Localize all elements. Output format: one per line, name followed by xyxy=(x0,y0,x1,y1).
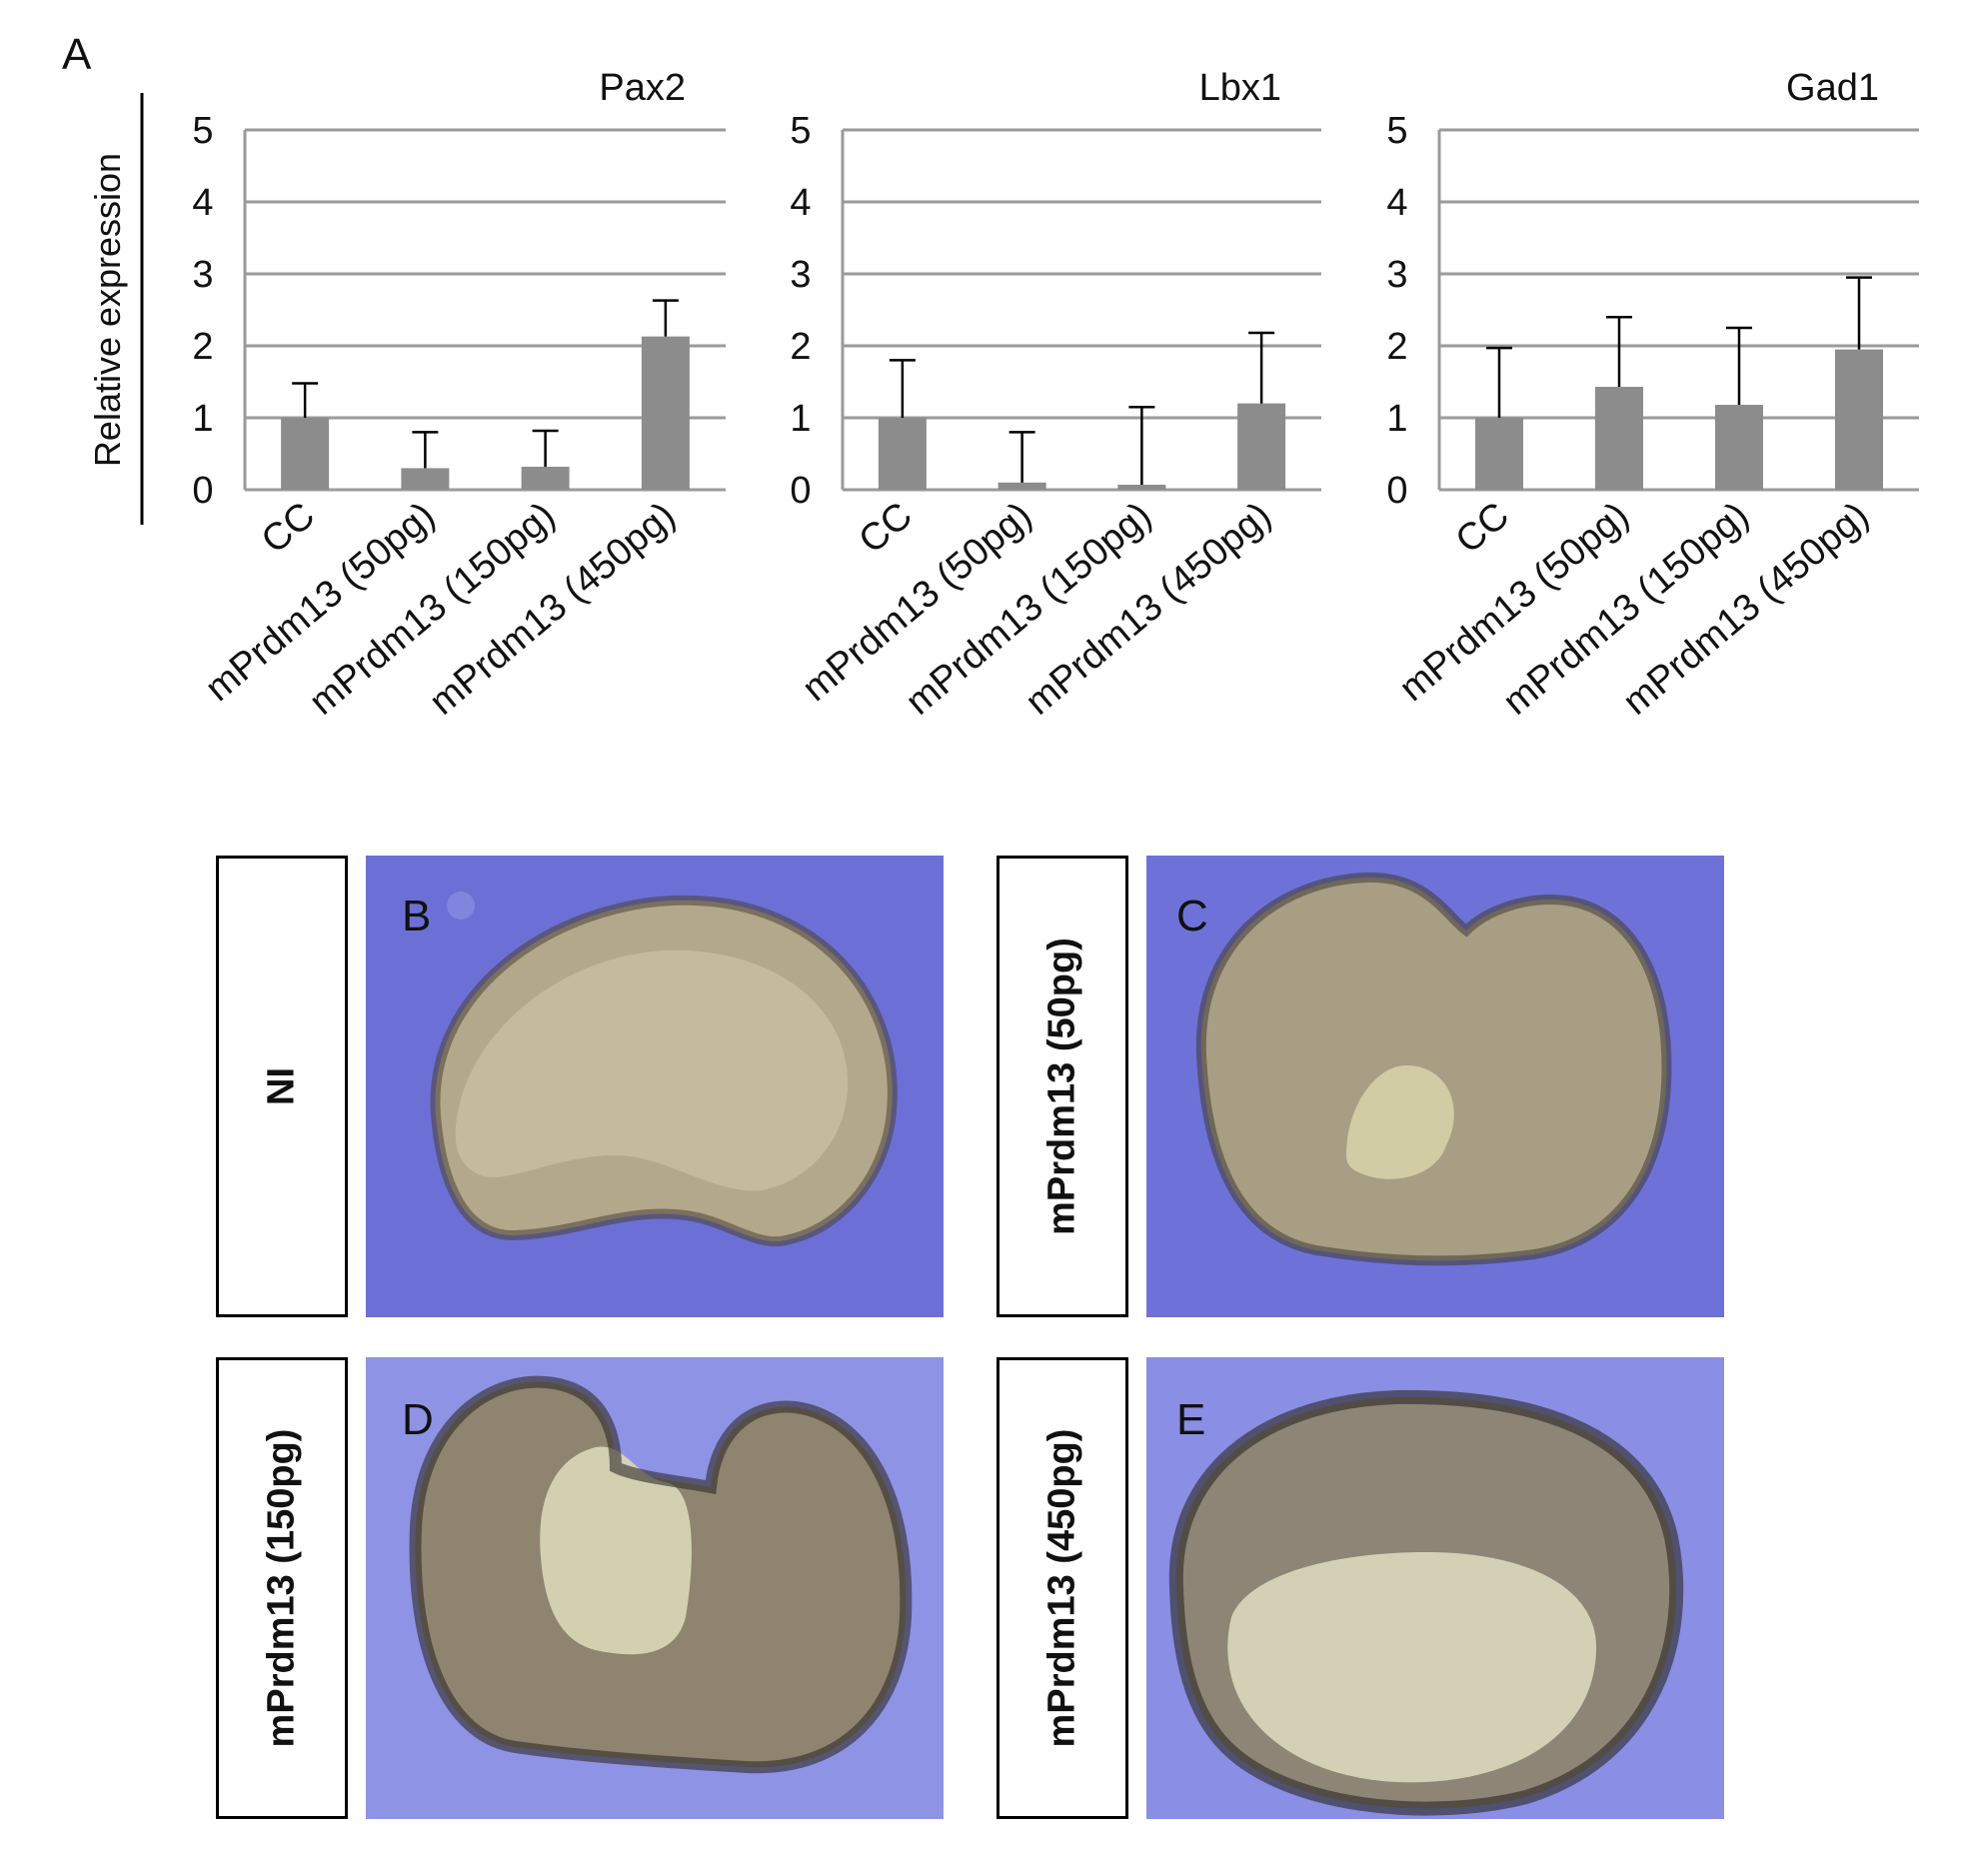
chart-1-ytick-0: 0 xyxy=(790,470,811,512)
condition-box-e: mPrdm13 (450pg) xyxy=(996,1357,1128,1819)
chart-1-title: Lbx1 xyxy=(1199,67,1281,109)
condition-label-c: mPrdm13 (50pg) xyxy=(1040,937,1083,1235)
chart-2-bar-1 xyxy=(1595,387,1643,490)
y-axis-label: Relative expression xyxy=(87,153,128,467)
bar-charts: Relative expression 012345Pax2CCmPrdm13 … xyxy=(87,67,1919,724)
chart-0-ytick-4: 4 xyxy=(192,182,213,224)
chart-0-ytick-1: 1 xyxy=(192,398,213,440)
chart-2-ytick-3: 3 xyxy=(1386,254,1407,296)
chart-1-bar-2 xyxy=(1117,484,1166,490)
chart-1-ytick-3: 3 xyxy=(790,254,811,296)
chart-2-title: Gad1 xyxy=(1786,67,1879,109)
chart-2-ytick-4: 4 xyxy=(1386,182,1407,224)
chart-1-bar-1 xyxy=(997,482,1046,490)
chart-0-bar-1 xyxy=(401,468,450,490)
condition-label-b: NI xyxy=(260,1067,303,1105)
chart-0-xtick-0: CC xyxy=(254,495,323,562)
embryo-image-d xyxy=(366,1357,944,1819)
embryo-image-c xyxy=(1146,856,1724,1317)
panel-letter-b: B xyxy=(402,892,432,940)
panel-letter-c: C xyxy=(1176,892,1208,940)
chart-0-bar-2 xyxy=(521,466,570,490)
chart-1-ytick-5: 5 xyxy=(790,110,811,152)
condition-box-d: mPrdm13 (150pg) xyxy=(216,1357,348,1819)
chart-0-ytick-0: 0 xyxy=(192,470,213,512)
chart-1-ytick-2: 2 xyxy=(790,326,811,368)
panel-letter-a: A xyxy=(62,30,92,79)
chart-2-bar-2 xyxy=(1715,405,1763,490)
condition-label-d: mPrdm13 (150pg) xyxy=(260,1428,303,1748)
condition-box-c: mPrdm13 (50pg) xyxy=(996,856,1128,1317)
condition-box-b: NI xyxy=(216,856,348,1317)
chart-2-xtick-0: CC xyxy=(1448,495,1517,562)
chart-2-bar-3 xyxy=(1835,349,1883,490)
chart-0-ytick-3: 3 xyxy=(192,254,213,296)
chart-0-bar-0 xyxy=(281,418,330,490)
chart-1-xtick-0: CC xyxy=(852,495,921,562)
chart-2-ytick-5: 5 xyxy=(1386,110,1407,152)
chart-0-ytick-2: 2 xyxy=(192,326,213,368)
condition-label-e: mPrdm13 (450pg) xyxy=(1040,1428,1083,1748)
chart-2-ytick-1: 1 xyxy=(1386,398,1407,440)
embryo-image-e xyxy=(1146,1357,1724,1819)
chart-1-bar-0 xyxy=(878,418,927,490)
chart-2-ytick-0: 0 xyxy=(1386,470,1407,512)
embryo-shape-c xyxy=(1200,877,1667,1261)
chart-0-bar-3 xyxy=(641,336,690,490)
chart-1-ytick-1: 1 xyxy=(790,398,811,440)
chart-1-bar-3 xyxy=(1237,403,1286,490)
chart-1-ytick-4: 4 xyxy=(790,182,811,224)
panel-letter-e: E xyxy=(1176,1395,1206,1444)
chart-2-ytick-2: 2 xyxy=(1386,326,1407,368)
embryo-image-b xyxy=(366,856,944,1317)
chart-0-title: Pax2 xyxy=(599,67,686,109)
panel-letter-d: D xyxy=(402,1395,434,1444)
chart-0-ytick-5: 5 xyxy=(192,110,213,152)
chart-2-bar-0 xyxy=(1475,418,1523,490)
